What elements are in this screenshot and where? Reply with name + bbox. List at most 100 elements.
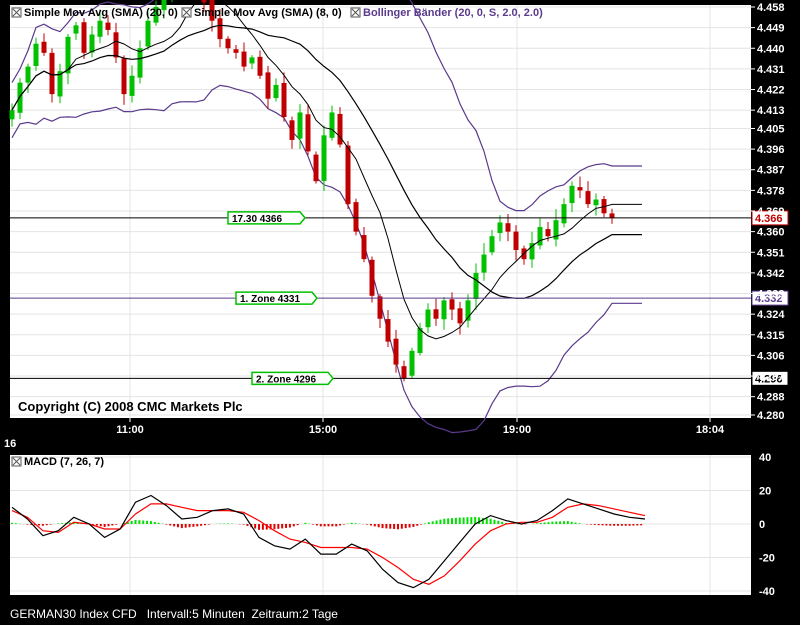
candle-body [305,114,311,152]
price-tag-box [751,370,789,386]
candle-body [385,319,391,342]
macd-grid [10,455,751,595]
y-tick-label: 4.342 [757,268,785,280]
candle-body [145,20,151,47]
candle-body [393,338,399,365]
candle-body [153,7,159,23]
candle-body [137,48,143,78]
price-tag-box [751,290,789,306]
candle-body [497,222,503,233]
y-tick-label: 4.440 [757,43,785,55]
candle-body [473,272,479,299]
x-tick-label: 19:00 [503,424,531,436]
corner-label: 16 [4,438,16,450]
candle-body [577,187,583,191]
price-tag: 4.332 [755,293,783,305]
candle-body [97,20,103,37]
candle-body [9,110,15,120]
y-tick-label: 4.413 [757,105,785,117]
candle-body [585,191,591,205]
y-tick-label: 4.369 [757,206,785,218]
y-tick-label: 4.360 [757,227,785,239]
copyright-text: Copyright (C) 2008 CMC Markets Plc [18,399,243,414]
candle-body [121,58,127,95]
reference-label: 2. Zone 4296 [256,374,316,385]
candle-body [553,220,559,240]
candle-body [113,32,119,58]
time-axis: 11:00 15:00 19:00 18:04 [116,418,725,436]
y-tick-label: 4.396 [757,144,785,156]
price-grid [10,5,751,418]
bollinger-upper [11,0,642,212]
x-tick-label: 15:00 [309,424,337,436]
candle-body [345,145,351,205]
y-tick-label: 4.315 [757,330,785,342]
y-tick-label: 4.280 [757,410,785,422]
candle-body [49,52,55,95]
y-tick-label: 4.297 [757,371,785,383]
macd-panel[interactable] [10,455,751,595]
candle-body [225,38,231,49]
x-tick-label: 18:04 [696,424,725,436]
price-tag: 4.366 [755,213,783,225]
y-tick-label: 4.387 [757,165,785,177]
macd-legend-label: MACD (7, 26, 7) [24,456,104,468]
y-tick-label: 4.324 [757,309,785,321]
candle-body [337,113,343,145]
candle-body [233,49,239,53]
candle-body [353,202,359,232]
candle-body [209,0,215,21]
reference-label: 1. Zone 4331 [240,294,300,305]
macd-line [11,494,646,589]
candle-body [545,229,551,237]
candle-body [449,299,455,310]
footer-bar: GERMAN30 Index CFD Intervall:5 Minuten Z… [10,607,338,621]
y-tick-label: 4.458 [757,2,785,14]
candle-body [281,82,287,118]
candle-body [457,308,463,324]
macd-tick-label: 40 [759,452,771,464]
y-tick-label: 4.333 [757,289,785,301]
footer-interval: Intervall:5 Minuten [146,607,245,621]
candle-body [73,25,79,34]
candle-body [609,213,615,218]
candle-body [481,254,487,273]
candle-body [25,66,31,83]
candles [9,0,615,382]
candle-body [17,82,23,113]
y-tick-label: 4.288 [757,392,785,404]
candle-body [273,84,279,99]
candle-body [257,56,263,76]
candle-body [401,366,407,379]
macd-tick-label: -20 [759,553,775,565]
candle-body [33,43,39,66]
legend-label: Simple Mov Avg (SMA) (20, 0) [24,7,178,19]
footer-instrument: GERMAN30 Index CFD [10,607,137,621]
price-tag: 4.296 [755,373,783,385]
reference-lines: 17.30 4366 4.366 1. Zone 4331 4.332 2. Zone … [10,210,789,386]
candle-body [369,259,375,296]
y-tick-label: 4.351 [757,247,785,259]
legend-close-icon [182,8,191,17]
candle-body [313,154,319,182]
candle-body [65,36,71,74]
candle-body [441,300,447,320]
candle-body [569,185,575,204]
sma-8-line [11,0,642,340]
price-tag-box [751,210,789,226]
candle-body [265,72,271,99]
macd-signal-line [11,503,646,585]
candle-body [81,22,87,53]
legend-close-icon [351,8,360,17]
reference-label-box [251,371,334,386]
macd-lines [11,494,646,589]
legend-close-icon [12,8,21,17]
reference-label-box [235,291,318,305]
candle-body [217,18,223,40]
reference-label: 17.30 4366 [232,214,282,225]
candle-body [329,112,335,138]
candle-body [433,309,439,319]
candle-body [89,34,95,53]
candle-body [241,51,247,67]
